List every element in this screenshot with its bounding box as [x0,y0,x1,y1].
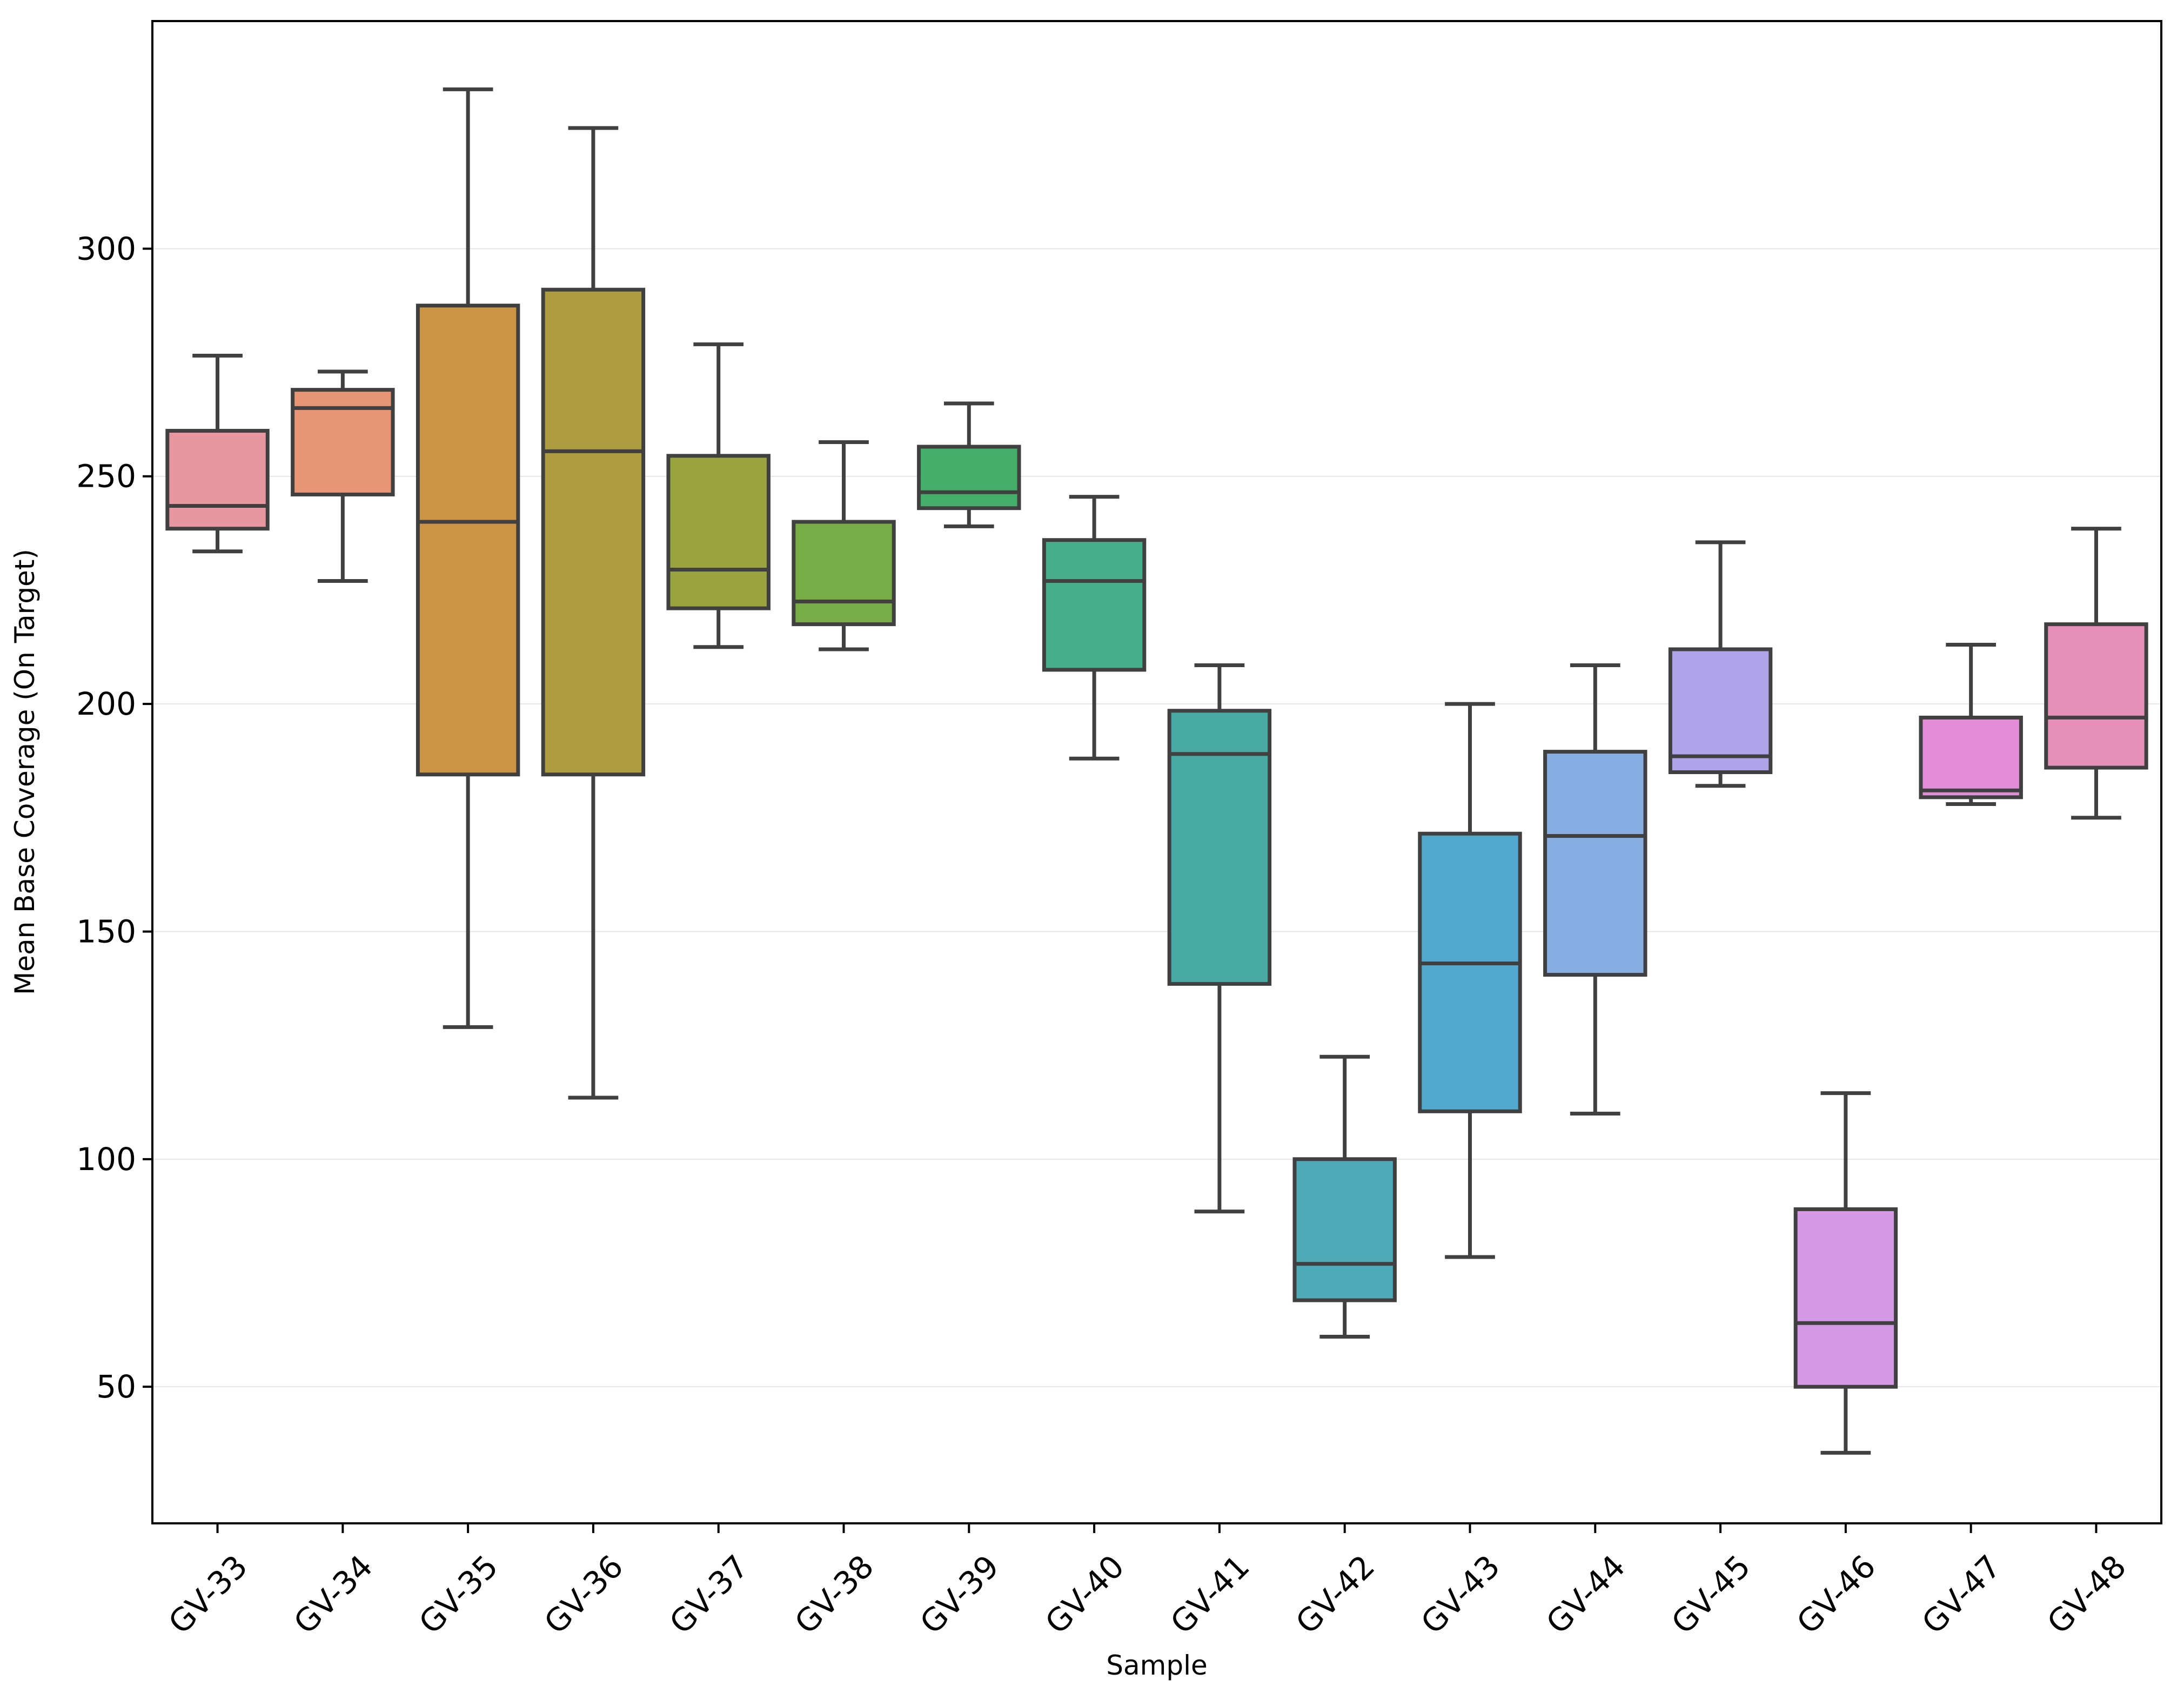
box-gv-34 [291,369,395,583]
x-tick-label: GV-34 [286,1548,380,1642]
x-tick-label: GV-42 [1289,1548,1382,1642]
iqr-box [666,454,771,610]
x-tick-label: GV-45 [1664,1548,1758,1642]
box-gv-39 [917,401,1021,528]
iqr-box [1167,709,1272,986]
box-gv-45 [1668,540,1773,788]
x-tick-label: GV-48 [2040,1548,2134,1642]
y-axis-ticks: 50 100 150 200 250 300 [76,230,152,1405]
x-tick-label: GV-46 [1790,1548,1883,1642]
box-gv-42 [1292,1054,1397,1339]
box-gv-33 [165,353,270,554]
x-tick-label: GV-39 [913,1548,1006,1642]
iqr-box [1292,1157,1397,1302]
box-gv-41 [1167,663,1272,1214]
y-tick-label: 50 [96,1368,136,1405]
iqr-box [291,388,395,496]
x-tick-label: GV-35 [412,1548,505,1642]
iqr-box [917,445,1021,510]
box-gv-44 [1543,663,1647,1116]
box-gv-40 [1042,495,1147,761]
iqr-box [1919,715,2023,799]
y-tick-label: 150 [76,913,136,950]
iqr-box [1042,538,1147,672]
x-tick-label: GV-43 [1414,1548,1508,1642]
box-gv-43 [1418,702,1522,1259]
x-tick-label: GV-33 [162,1548,255,1642]
iqr-box [1418,831,1522,1113]
iqr-box [1668,647,1773,774]
plot-frame [151,20,2162,1524]
x-tick-label: GV-44 [1539,1548,1632,1642]
box-gv-48 [2044,527,2148,820]
x-tick-label: GV-36 [537,1548,631,1642]
y-tick-label: 250 [76,458,136,495]
y-tick-label: 300 [76,230,136,267]
box-gv-37 [666,342,771,649]
box-gv-46 [1793,1091,1898,1455]
box-gv-36 [541,126,646,1100]
x-tick-label: GV-40 [1038,1548,1131,1642]
y-tick-label: 200 [76,686,136,722]
boxes [165,87,2148,1455]
iqr-box [165,428,270,531]
x-tick-label: GV-37 [662,1548,756,1642]
iqr-box [416,304,520,777]
x-tick-label: GV-41 [1163,1548,1257,1642]
box-gv-35 [416,87,520,1029]
box-gv-38 [792,440,896,651]
iqr-box [2044,622,2148,770]
x-tick-label: GV-38 [788,1548,881,1642]
y-tick-label: 100 [76,1141,136,1178]
iqr-box [792,520,896,627]
iqr-box [1793,1207,1898,1389]
x-tick-label: GV-47 [1915,1548,2008,1642]
box-gv-47 [1919,643,2023,806]
x-axis-ticks: GV-33 GV-34 GV-35 GV-36 GV-37 GV-38 GV-39 GV-40… [162,1523,2133,1641]
x-axis-label: Sample [1106,1650,1207,1681]
y-axis-label: Mean Base Coverage (On Target) [9,549,41,995]
iqr-box [1543,750,1647,977]
iqr-box [541,287,646,777]
